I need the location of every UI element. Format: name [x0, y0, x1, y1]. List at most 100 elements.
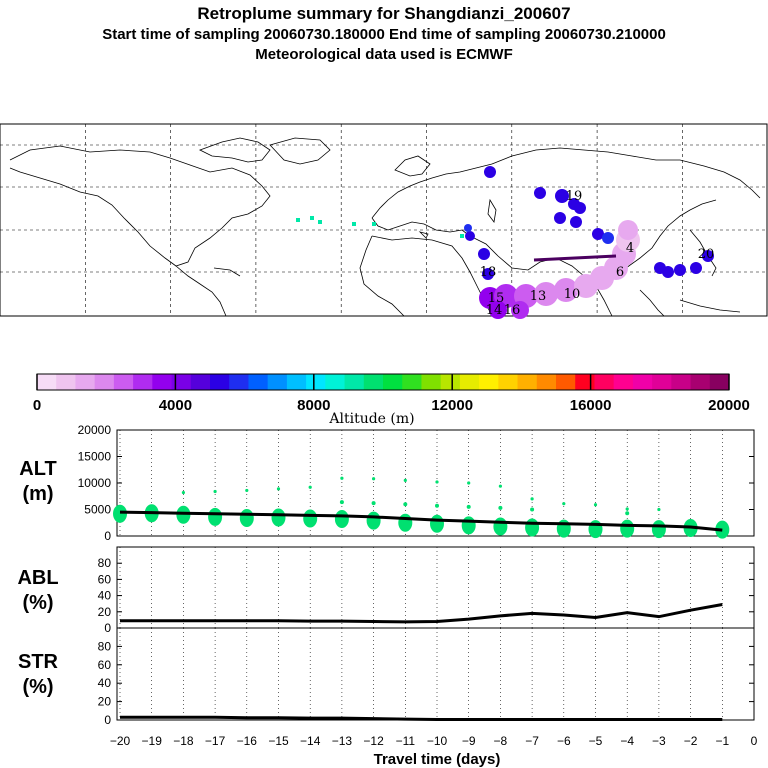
plume-particle [464, 224, 472, 232]
colorbar-swatch [709, 374, 730, 390]
plume-particle [484, 166, 496, 178]
plume-particle [702, 250, 714, 262]
colorbar-swatch [498, 374, 519, 390]
plume-sparse-marker [372, 222, 376, 226]
y-tick-label: 80 [98, 639, 112, 653]
plume-day-label: 19 [566, 189, 583, 204]
alt-mean-line [119, 510, 723, 532]
colorbar-swatch [190, 374, 211, 390]
plume-particle [511, 301, 529, 319]
alt-particle-point [213, 489, 217, 494]
x-axis: −20 −19 −18 −17 −16 −15 −14 −13 −12 −11 −10 −9 −8 −7−… [110, 734, 758, 748]
colorbar-swatch [133, 374, 153, 390]
y-tick-label: 20 [98, 605, 112, 619]
colorbar-swatch [210, 374, 230, 390]
alt-panel: 0 5000 10000 15000 20000 [78, 423, 755, 543]
x-tick-label: −10 [427, 734, 448, 748]
plume-particle [465, 231, 475, 241]
plume-particle [592, 228, 604, 240]
colorbar-swatch [459, 374, 480, 390]
plume-particle [482, 268, 494, 280]
plume-day-label: 16 [504, 303, 521, 318]
alt-particle-cluster [493, 517, 508, 536]
plume-particle [554, 278, 578, 302]
x-tick-label: −11 [396, 734, 416, 748]
y-tick-label: 0 [104, 713, 111, 727]
alt-particle-point [372, 477, 376, 481]
panel-frame [116, 627, 755, 721]
colorbar-swatch [152, 374, 173, 390]
abl-label: ABL [17, 567, 58, 589]
plume-particle [602, 232, 614, 244]
meteorological-data-note: Meteorological data used is ECMWF [255, 46, 513, 63]
y-tick-label: 40 [98, 676, 112, 690]
colorbar-tick-label: 16000 [570, 397, 612, 414]
plume-particle [570, 216, 582, 228]
alt-particle-cluster [398, 513, 413, 532]
alt-particle-point [498, 505, 503, 510]
alt-particle-cluster [208, 507, 223, 526]
alt-particle-point [403, 478, 407, 482]
colorbar-swatch [56, 374, 76, 390]
x-tick-label: −14 [300, 734, 321, 748]
colorbar-tick-label: 12000 [431, 397, 473, 414]
alt-unit-label: (m) [22, 483, 53, 505]
colorbar-swatch [75, 374, 96, 390]
colorbar-swatch [536, 374, 557, 390]
colorbar-swatch [229, 374, 249, 390]
plume-day-label: 14 [486, 303, 503, 318]
alt-particle-point [466, 504, 471, 509]
alt-particle-point [435, 503, 439, 508]
colorbar-swatch [517, 374, 538, 390]
y-tick-label: 0 [104, 529, 111, 543]
alt-particle-point [593, 503, 598, 507]
colorbar-swatch [267, 374, 288, 390]
x-tick-label: −7 [525, 734, 539, 748]
alt-particle-cluster [525, 518, 540, 537]
alt-particle-point [308, 485, 312, 489]
map-frame [0, 123, 768, 317]
plume-particle [534, 282, 558, 306]
plume-sparse-marker [310, 216, 314, 220]
y-tick-label: 40 [98, 589, 112, 603]
alt-particle-point [371, 501, 376, 506]
plume-sparse-marker [352, 222, 356, 226]
colorbar-swatch [556, 374, 576, 390]
str-unit-label: (%) [22, 676, 53, 698]
alt-particle-point [245, 488, 249, 493]
y-tick-label: 80 [98, 556, 112, 570]
alt-particle-point [276, 487, 281, 491]
colorbar-tick-label: 8000 [297, 397, 330, 414]
colorbar-swatch [286, 374, 307, 390]
y-tick-label: 60 [98, 658, 112, 672]
alt-particle-point [530, 497, 534, 501]
alt-particle-point [625, 511, 630, 516]
plume-particle [489, 301, 507, 319]
alt-particle-cluster [303, 509, 318, 528]
colorbar-tick-label: 20000 [708, 397, 750, 414]
alt-particle-point [530, 507, 535, 512]
x-tick-label: −17 [205, 734, 226, 748]
alt-label: ALT [19, 458, 56, 480]
x-tick-label: −20 [110, 734, 131, 748]
alt-particle-cluster [461, 516, 476, 535]
plume-particle [662, 266, 674, 278]
alt-particle-point [403, 502, 408, 507]
plume-particle [478, 248, 490, 260]
x-tick-label: −4 [620, 734, 634, 748]
chart-title: Retroplume summary for Shangdianzi_20060… [197, 4, 571, 23]
colorbar-swatch [402, 374, 422, 390]
alt-particle-point [435, 480, 439, 484]
retroplume-trajectory [296, 166, 714, 319]
plume-particle [618, 220, 638, 240]
plume-sparse-marker [318, 220, 322, 224]
x-tick-label: −15 [268, 734, 289, 748]
x-tick-label: −3 [652, 734, 666, 748]
colorbar-swatch [421, 374, 442, 390]
y-tick-label: 10000 [78, 476, 112, 490]
alt-particle-cluster [430, 514, 444, 533]
alt-particle-point [498, 484, 502, 488]
x-tick-label: −8 [494, 734, 508, 748]
